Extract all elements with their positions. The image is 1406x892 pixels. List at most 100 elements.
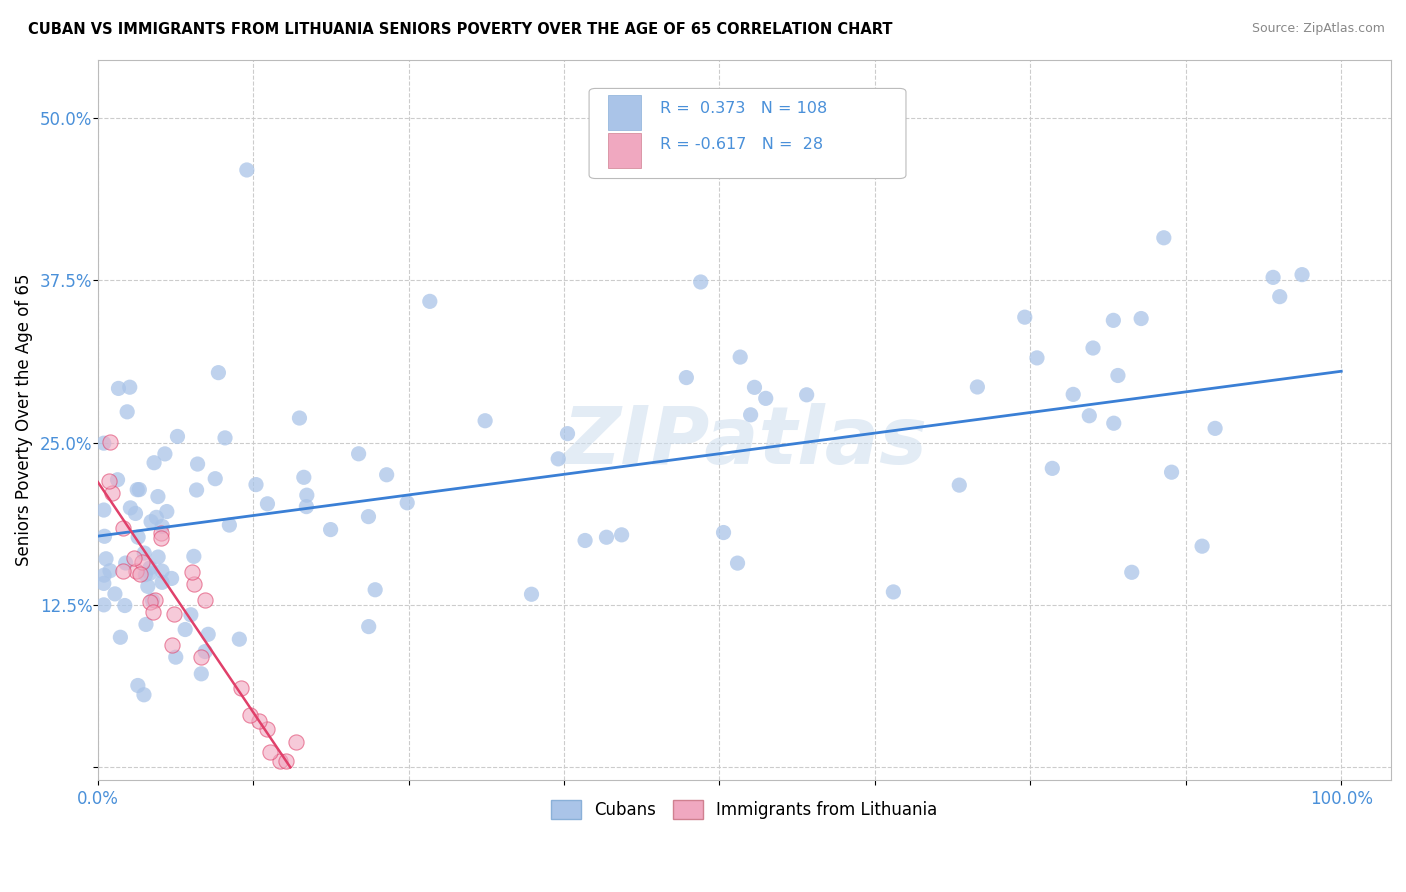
Point xyxy=(194,644,217,658)
Point xyxy=(98,475,121,489)
Point xyxy=(134,546,156,560)
Point xyxy=(174,623,197,637)
Text: Source: ZipAtlas.com: Source: ZipAtlas.com xyxy=(1251,22,1385,36)
Point xyxy=(143,593,166,607)
Point xyxy=(236,163,259,178)
Point xyxy=(135,617,157,632)
Point xyxy=(713,525,735,540)
Point xyxy=(319,523,342,537)
Point xyxy=(882,585,904,599)
Point xyxy=(1130,311,1153,326)
Point xyxy=(100,435,122,450)
Point xyxy=(796,388,818,402)
Point xyxy=(347,447,370,461)
Point xyxy=(474,414,496,428)
Point xyxy=(1291,268,1313,282)
Point xyxy=(122,551,145,566)
Point xyxy=(125,565,148,579)
Point xyxy=(292,470,315,484)
Text: R =  0.373   N = 108: R = 0.373 N = 108 xyxy=(661,101,828,116)
Point xyxy=(115,405,138,419)
Point xyxy=(190,666,212,681)
Point xyxy=(93,529,115,543)
Point xyxy=(156,504,179,518)
Point xyxy=(357,619,380,633)
Point xyxy=(127,678,149,692)
Point xyxy=(231,681,253,696)
Point xyxy=(143,456,166,470)
FancyBboxPatch shape xyxy=(589,88,905,178)
Point xyxy=(574,533,596,548)
Point xyxy=(1102,313,1125,327)
Y-axis label: Seniors Poverty Over the Age of 65: Seniors Poverty Over the Age of 65 xyxy=(15,274,32,566)
Point xyxy=(94,551,117,566)
Point xyxy=(183,549,205,564)
Point xyxy=(1160,465,1182,479)
Point xyxy=(364,582,387,597)
Point xyxy=(1102,416,1125,430)
Point xyxy=(727,556,749,570)
Point xyxy=(93,568,115,582)
Point xyxy=(419,294,441,309)
Point xyxy=(127,483,149,497)
Point xyxy=(145,510,167,524)
Point xyxy=(256,497,278,511)
Point xyxy=(101,486,124,500)
Point xyxy=(247,714,270,728)
Point xyxy=(149,532,172,546)
Point xyxy=(104,587,127,601)
Point xyxy=(1107,368,1129,383)
Point xyxy=(228,632,250,647)
FancyBboxPatch shape xyxy=(609,133,641,168)
Point xyxy=(120,500,142,515)
Point xyxy=(1081,341,1104,355)
Point xyxy=(183,576,205,591)
Point xyxy=(150,575,173,590)
Point xyxy=(139,561,162,575)
Point xyxy=(93,598,115,612)
Point xyxy=(204,472,226,486)
Point xyxy=(114,599,136,613)
Point xyxy=(107,381,129,395)
Text: CUBAN VS IMMIGRANTS FROM LITHUANIA SENIORS POVERTY OVER THE AGE OF 65 CORRELATIO: CUBAN VS IMMIGRANTS FROM LITHUANIA SENIO… xyxy=(28,22,893,37)
Point xyxy=(128,483,150,497)
Point xyxy=(107,473,129,487)
Point xyxy=(689,275,711,289)
Point xyxy=(110,630,132,644)
Point xyxy=(112,564,135,578)
Text: R = -0.617   N =  28: R = -0.617 N = 28 xyxy=(661,136,824,152)
Point xyxy=(1121,566,1143,580)
Point xyxy=(132,688,155,702)
Point xyxy=(139,515,162,529)
Point xyxy=(160,638,183,652)
Point xyxy=(274,754,297,768)
Point xyxy=(153,447,176,461)
Point xyxy=(93,503,115,517)
Point xyxy=(141,593,163,607)
Point xyxy=(675,370,697,384)
Point xyxy=(129,566,152,581)
Point xyxy=(181,566,204,580)
Point xyxy=(285,734,308,748)
Point xyxy=(1062,387,1084,401)
Point xyxy=(139,595,162,609)
Point xyxy=(150,519,173,533)
Point xyxy=(207,366,229,380)
Point xyxy=(557,426,579,441)
Point xyxy=(755,392,778,406)
Point xyxy=(131,555,153,569)
Point xyxy=(610,528,633,542)
Point xyxy=(136,579,159,593)
Point xyxy=(1078,409,1101,423)
Point xyxy=(163,607,186,622)
Point xyxy=(165,650,187,665)
Point xyxy=(288,411,311,425)
Point xyxy=(256,723,278,737)
Point xyxy=(146,490,169,504)
Point xyxy=(214,431,236,445)
Point xyxy=(595,530,617,544)
Point xyxy=(1261,270,1284,285)
Point xyxy=(146,549,169,564)
Point xyxy=(150,526,173,541)
Text: ZIPatlas: ZIPatlas xyxy=(562,402,927,481)
